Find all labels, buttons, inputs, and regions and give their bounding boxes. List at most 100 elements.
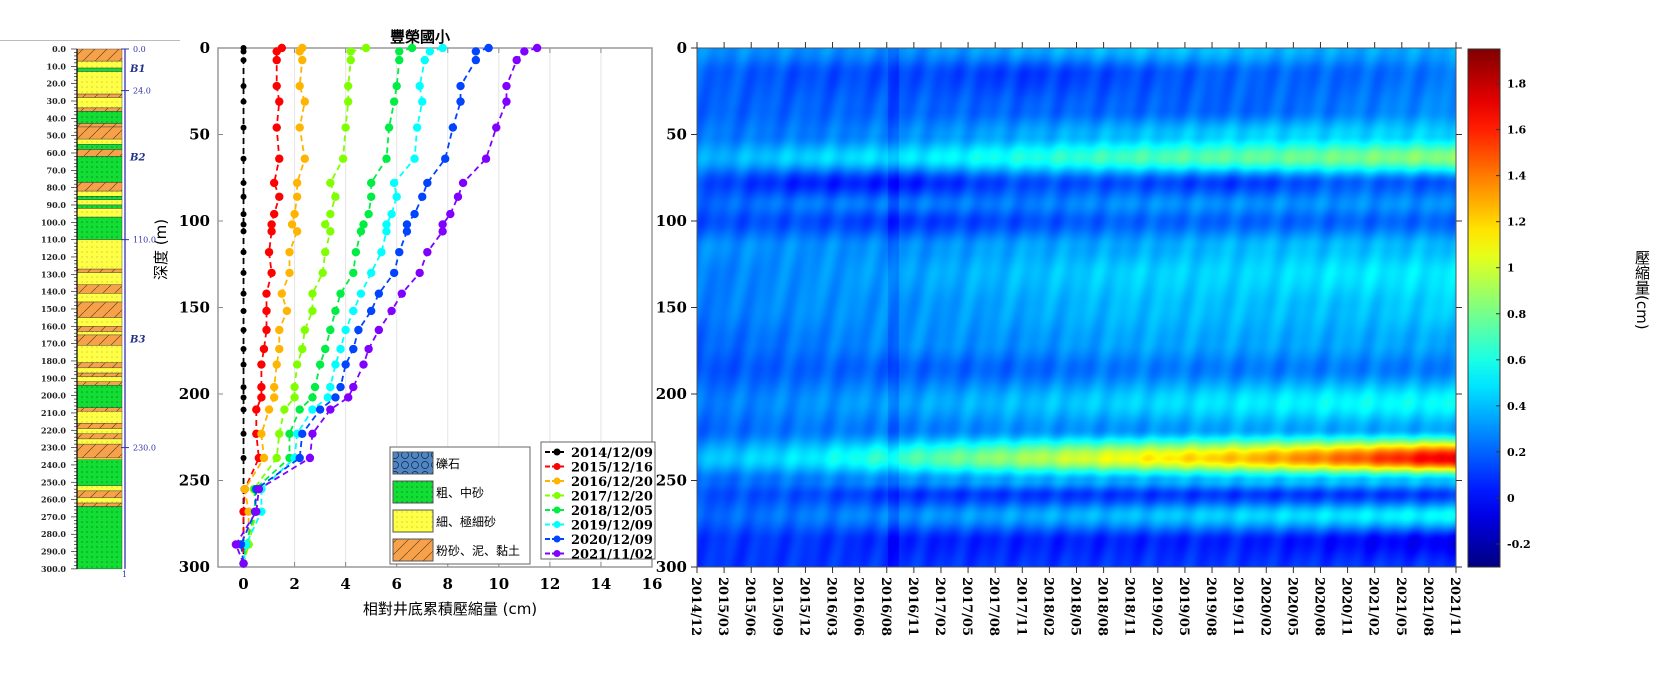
strata-depth-label: 20.0 bbox=[47, 79, 67, 89]
lithology-swatch-gravel bbox=[392, 451, 434, 475]
data-point bbox=[254, 484, 264, 494]
data-point bbox=[308, 306, 317, 316]
x-tick-label: 14 bbox=[591, 575, 612, 593]
data-point bbox=[395, 55, 404, 65]
heatmap-x-tick-label: 2020/02 bbox=[1257, 577, 1272, 636]
data-point bbox=[374, 289, 384, 298]
data-point bbox=[259, 453, 269, 463]
colorbar-tick-label: 0.6 bbox=[1507, 354, 1526, 367]
data-point bbox=[384, 123, 394, 132]
heatmap-y-tick-label: 50 bbox=[666, 126, 687, 144]
heatmap-y-tick-label: 150 bbox=[656, 299, 687, 317]
data-point bbox=[374, 325, 384, 335]
series-line-2019/12/09 bbox=[242, 47, 443, 564]
data-point bbox=[456, 97, 465, 106]
colorbar-tick-label: 1.4 bbox=[1507, 170, 1526, 183]
data-point bbox=[269, 209, 279, 219]
legend-marker bbox=[553, 535, 561, 543]
unit-boundary-label: 110.0 bbox=[133, 236, 156, 245]
data-point bbox=[423, 178, 432, 188]
data-point bbox=[275, 192, 284, 201]
lithology-label: 細、極細砂 bbox=[436, 514, 496, 529]
legend-label: 2018/12/05 bbox=[571, 504, 653, 519]
x-tick-label: 8 bbox=[443, 575, 453, 593]
data-point bbox=[412, 123, 422, 132]
strata-depth-label: 0.0 bbox=[52, 44, 66, 54]
data-point bbox=[264, 405, 274, 414]
series-line-2021/11/02 bbox=[234, 47, 538, 564]
data-point bbox=[326, 382, 335, 392]
strata-depth-label: 170.0 bbox=[41, 339, 66, 349]
data-point bbox=[453, 192, 463, 201]
data-point bbox=[389, 178, 399, 188]
data-point bbox=[285, 268, 294, 278]
data-point bbox=[366, 192, 376, 201]
data-point bbox=[346, 55, 355, 65]
data-point bbox=[240, 384, 247, 391]
heatmap-x-tick-label: 2019/05 bbox=[1176, 577, 1191, 636]
y-tick-label: 50 bbox=[189, 126, 210, 144]
data-point bbox=[292, 360, 302, 369]
series-line-2020/12/09 bbox=[240, 47, 489, 564]
data-point bbox=[285, 429, 294, 438]
strata-depth-label: 230.0 bbox=[41, 443, 66, 453]
data-point bbox=[240, 249, 247, 256]
data-point bbox=[252, 405, 261, 414]
heatmap-x-tick-label: 2017/02 bbox=[932, 577, 947, 636]
strata-depth-label: 140.0 bbox=[41, 287, 66, 297]
lithology-swatch-silt bbox=[392, 538, 434, 562]
colorbar bbox=[1467, 48, 1501, 568]
data-point bbox=[315, 360, 325, 369]
data-point bbox=[282, 306, 292, 316]
data-point bbox=[354, 325, 363, 335]
x-tick-label: 2 bbox=[289, 575, 299, 593]
data-point bbox=[240, 57, 247, 64]
legend-marker bbox=[553, 492, 561, 499]
data-point bbox=[321, 344, 330, 354]
colorbar-label: 壓縮量(cm) bbox=[1633, 250, 1651, 330]
strata-depth-label: 130.0 bbox=[41, 269, 66, 279]
y-tick-label: 250 bbox=[179, 472, 210, 490]
strata-depth-label: 200.0 bbox=[41, 391, 66, 401]
heatmap-x-tick-label: 2018/02 bbox=[1040, 577, 1055, 636]
series-legend bbox=[540, 441, 656, 560]
aquifer-unit-label: B1 bbox=[129, 64, 145, 75]
data-point bbox=[277, 289, 287, 298]
data-point bbox=[272, 453, 281, 463]
data-point bbox=[240, 430, 247, 437]
data-point bbox=[366, 268, 376, 278]
heatmap-x-tick-label: 2015/12 bbox=[796, 577, 811, 636]
data-point bbox=[321, 220, 330, 229]
colorbar-tick-label: 1.8 bbox=[1507, 78, 1526, 91]
data-point bbox=[331, 393, 340, 402]
aquifer-unit-label: B2 bbox=[129, 152, 145, 163]
data-point bbox=[326, 405, 335, 414]
data-point bbox=[344, 393, 353, 402]
data-point bbox=[448, 123, 458, 132]
heatmap-y-tick-label: 0 bbox=[677, 39, 687, 57]
colorbar-tick-label: 0 bbox=[1507, 492, 1515, 505]
heatmap-x-tick-label: 2020/05 bbox=[1284, 577, 1299, 636]
data-point bbox=[361, 43, 371, 53]
chart-title: 豐榮國小 bbox=[389, 28, 450, 46]
data-point bbox=[264, 247, 274, 257]
data-point bbox=[407, 43, 417, 53]
data-point bbox=[231, 540, 241, 549]
data-point bbox=[290, 382, 299, 392]
data-point bbox=[423, 247, 432, 257]
data-point bbox=[346, 47, 355, 56]
data-point bbox=[395, 47, 404, 56]
data-point bbox=[257, 393, 266, 402]
heatmap-x-tick-label: 2019/11 bbox=[1230, 577, 1245, 636]
data-point bbox=[240, 179, 247, 186]
data-point bbox=[295, 81, 304, 91]
legend-marker bbox=[553, 506, 561, 514]
strata-depth-label: 80.0 bbox=[47, 183, 67, 193]
colorbar-tick-label: 0.2 bbox=[1507, 446, 1526, 459]
data-point bbox=[305, 453, 315, 463]
data-point bbox=[269, 178, 279, 188]
data-point bbox=[441, 154, 450, 163]
heatmap-x-tick-label: 2019/08 bbox=[1203, 577, 1218, 636]
strata-depth-label: 210.0 bbox=[41, 408, 66, 418]
